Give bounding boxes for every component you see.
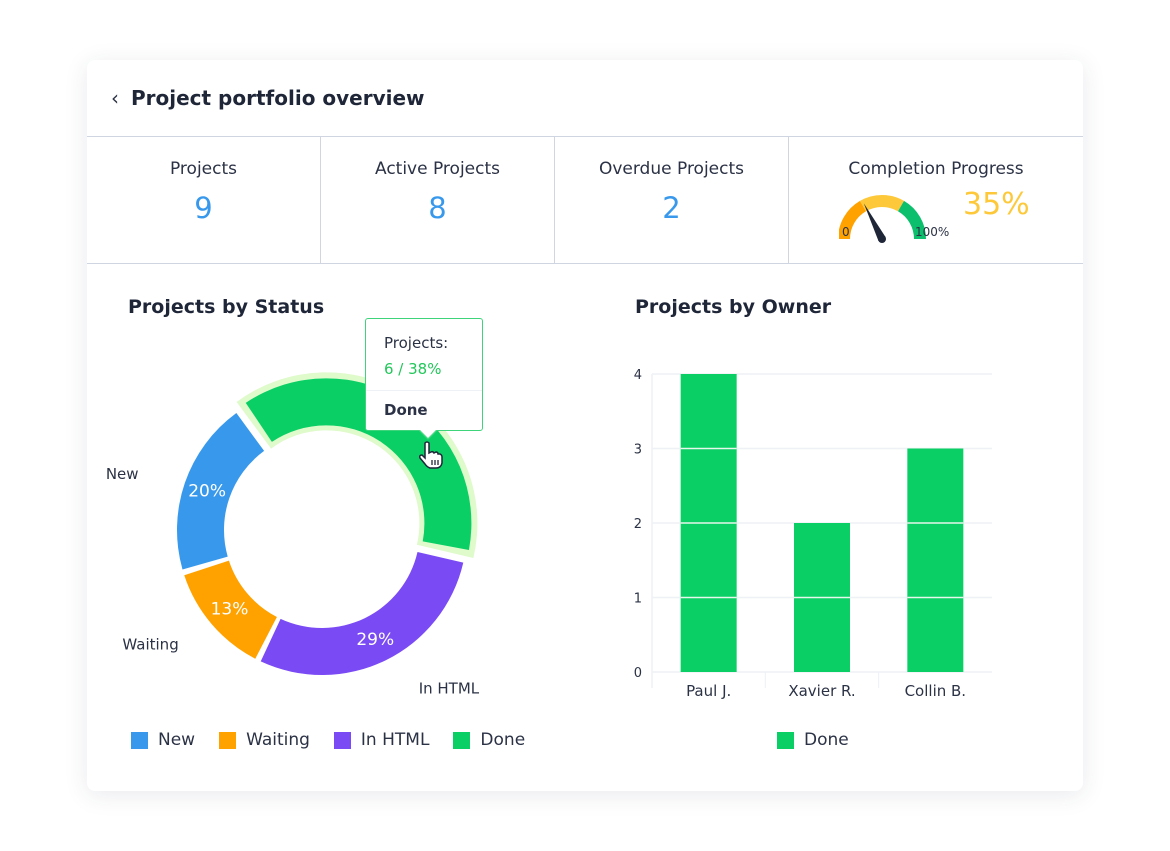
slice-category-label: Waiting bbox=[122, 635, 178, 653]
legend-item-waiting[interactable]: Waiting bbox=[219, 730, 310, 750]
gauge-needle bbox=[863, 203, 886, 241]
legend-label: Done bbox=[480, 730, 526, 750]
kpi-value: 9 bbox=[194, 191, 213, 225]
tooltip-value: 6 / 38% bbox=[384, 360, 442, 378]
donut-slice-waiting bbox=[184, 560, 277, 659]
legend-label: In HTML bbox=[360, 730, 430, 750]
bar-collinb bbox=[907, 448, 964, 672]
gauge-min-label: 0 bbox=[842, 225, 850, 239]
status-legend: New Waiting In HTML Done bbox=[131, 730, 525, 750]
kpi-projects: Projects 9 bbox=[87, 137, 321, 263]
kpi-label: Active Projects bbox=[374, 159, 500, 179]
slice-percent-label: 13% bbox=[211, 600, 249, 620]
slice-category-label: New bbox=[106, 465, 139, 483]
y-tick-label: 2 bbox=[634, 517, 642, 532]
status-donut-chart: 29% In HTML 13% Waiting 20% New bbox=[106, 372, 480, 697]
slice-category-label: In HTML bbox=[419, 679, 480, 697]
y-tick-label: 0 bbox=[634, 666, 642, 681]
legend-label: Waiting bbox=[246, 730, 310, 750]
legend-item-new[interactable]: New bbox=[131, 730, 195, 750]
kpi-active-projects: Active Projects 8 bbox=[321, 137, 555, 263]
chart-tooltip: Projects: 6 / 38% Done bbox=[365, 318, 483, 431]
gauge-needle-hub bbox=[878, 235, 886, 243]
legend-item-in-html[interactable]: In HTML bbox=[333, 730, 430, 750]
donut-slice-in-html bbox=[260, 552, 464, 675]
status-chart-title: Projects by Status bbox=[128, 296, 325, 318]
legend-swatch bbox=[131, 731, 148, 749]
slice-percent-label: 29% bbox=[356, 630, 394, 650]
y-tick-label: 1 bbox=[634, 592, 642, 607]
gauge-segment bbox=[860, 195, 904, 212]
tooltip-category: Done bbox=[384, 401, 428, 419]
kpi-row: Projects 9 Active Projects 8 Overdue Pro… bbox=[87, 137, 1083, 264]
legend-swatch bbox=[777, 731, 794, 749]
legend-swatch bbox=[333, 731, 351, 749]
x-tick-label: Collin B. bbox=[905, 682, 967, 700]
y-tick-label: 3 bbox=[634, 443, 642, 458]
tooltip-label: Projects: bbox=[384, 334, 449, 352]
hand-cursor-icon bbox=[419, 441, 443, 469]
kpi-completion-progress: Completion Progress 0 100% 35% bbox=[789, 137, 1083, 263]
header: ‹ Project portfolio overview bbox=[87, 60, 1083, 137]
legend-label: Done bbox=[804, 730, 849, 750]
gauge-segment bbox=[898, 200, 926, 239]
kpi-label: Projects bbox=[169, 159, 238, 179]
legend-swatch bbox=[453, 731, 471, 749]
progress-value: 35% bbox=[963, 187, 1030, 222]
donut-slice-new bbox=[177, 412, 265, 570]
owner-bar-chart: 0 1 2 3 4 Paul J. Xavier R. Collin B. bbox=[634, 368, 992, 700]
kpi-overdue-projects: Overdue Projects 2 bbox=[555, 137, 789, 263]
owner-legend: Done bbox=[777, 730, 849, 750]
y-tick-label: 4 bbox=[634, 368, 642, 383]
x-tick-label: Paul J. bbox=[686, 682, 731, 700]
legend-item-done[interactable]: Done bbox=[777, 730, 849, 750]
owner-chart-title: Projects by Owner bbox=[635, 296, 832, 318]
legend-label: New bbox=[158, 730, 196, 750]
kpi-label: Completion Progress bbox=[848, 159, 1024, 179]
slice-percent-label: 20% bbox=[188, 481, 226, 501]
page-title: Project portfolio overview bbox=[131, 86, 425, 110]
legend-item-done[interactable]: Done bbox=[453, 730, 525, 750]
legend-swatch bbox=[219, 731, 237, 749]
x-tick-label: Xavier R. bbox=[788, 682, 855, 700]
kpi-label: Overdue Projects bbox=[598, 159, 745, 179]
chevron-left-icon[interactable]: ‹ bbox=[111, 86, 119, 110]
gauge-segment bbox=[839, 200, 866, 239]
portfolio-card: ‹ Project portfolio overview Projects 9 … bbox=[87, 60, 1083, 791]
progress-gauge bbox=[839, 195, 926, 243]
kpi-value: 8 bbox=[428, 191, 447, 225]
gauge-max-label: 100% bbox=[915, 225, 950, 239]
kpi-value: 2 bbox=[662, 191, 681, 225]
